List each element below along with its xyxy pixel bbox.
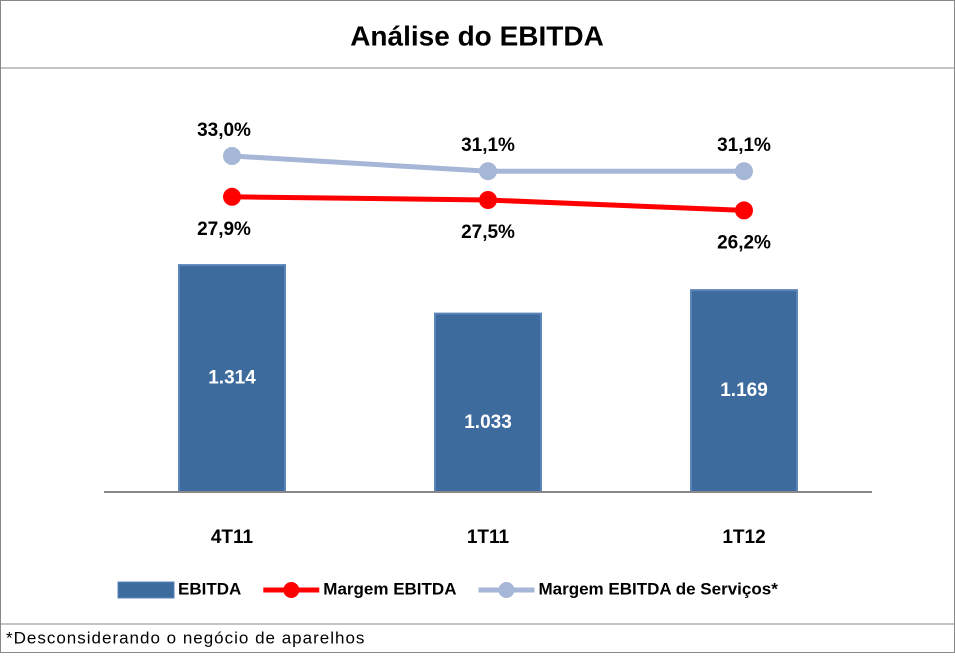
legend-swatch (117, 581, 175, 599)
line-value-label: 27,5% (461, 222, 515, 243)
x-tick-label: 1T12 (722, 527, 765, 548)
line-value-label: 31,1% (461, 135, 515, 156)
bar (690, 289, 798, 493)
legend-label: EBITDA (178, 579, 241, 598)
bar-value-label: 1.169 (720, 380, 768, 401)
line-point (223, 187, 241, 206)
bar (178, 264, 286, 493)
line-point (735, 201, 753, 220)
line-point (223, 147, 241, 165)
bar-value-label: 1.314 (208, 368, 256, 389)
legend-swatch-point (283, 582, 300, 598)
legend-label: Margem EBITDA de Serviços* (538, 579, 778, 598)
line-value-label: 26,2% (717, 232, 771, 253)
footnote: *Desconsiderando o negócio de aparelhos (6, 628, 365, 647)
line-point (479, 191, 497, 209)
legend-swatch-point (498, 582, 515, 598)
line-value-label: 27,9% (197, 219, 251, 240)
bar-value-label: 1.033 (464, 412, 512, 433)
x-tick-label: 4T11 (211, 527, 254, 548)
line-point (479, 162, 497, 181)
chart-title: Análise do EBITDA (350, 20, 604, 51)
line-point (735, 162, 753, 181)
bar (434, 312, 542, 494)
legend-label: Margem EBITDA (323, 579, 456, 598)
x-tick-label: 1T11 (467, 527, 510, 548)
line-value-label: 33,0% (197, 120, 251, 141)
line-value-label: 31,1% (717, 135, 771, 156)
